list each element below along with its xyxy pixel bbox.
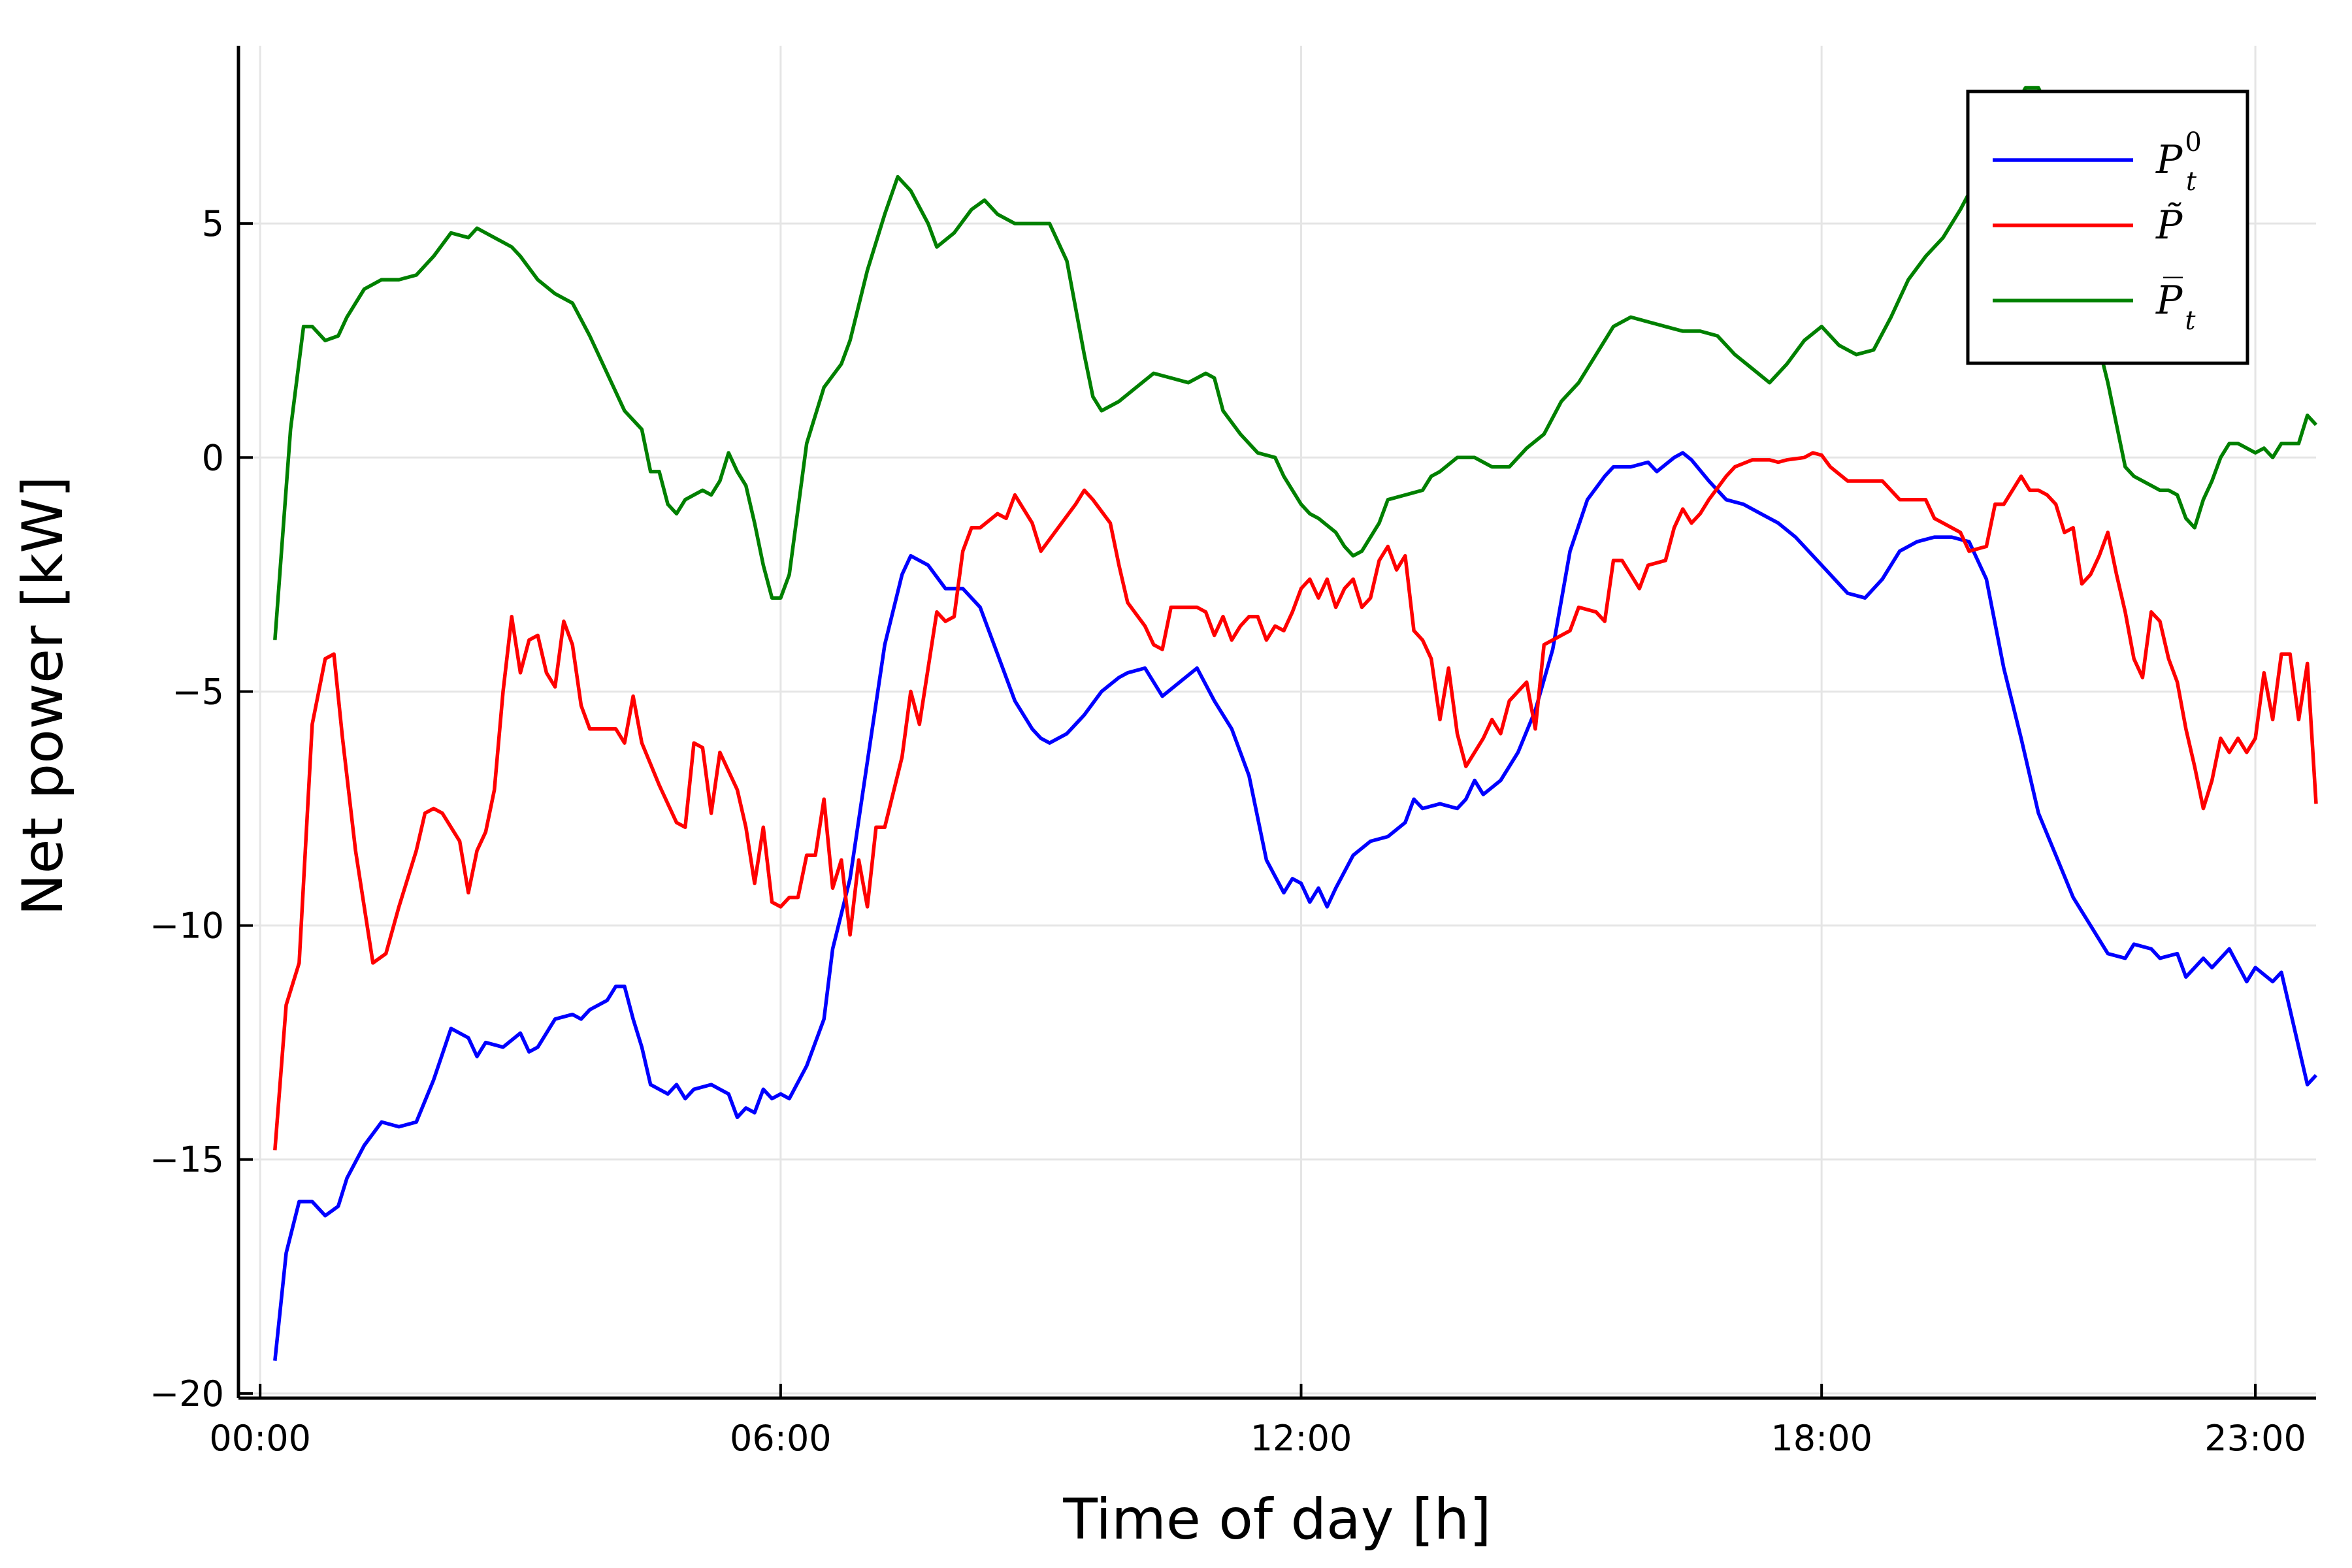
x-axis-ticks: 00:00 06:00 12:00 18:00 23:00 <box>209 1384 2306 1459</box>
series-line-0 <box>273 451 2318 1361</box>
y-axis-ticks: 5 0 −5 −10 −15 −20 <box>150 203 253 1414</box>
x-tick-label: 00:00 <box>209 1418 311 1459</box>
legend-label-base: P̃ <box>2155 202 2183 248</box>
y-axis-title: Net power [kW] <box>10 476 76 915</box>
legend: P 0 tP̃P̅ t <box>1966 90 2249 365</box>
legend-label-2: P̅ t <box>2155 276 2196 336</box>
legend-label-sub: t <box>2185 306 2196 336</box>
legend-label-sup: 0 <box>2185 127 2201 157</box>
x-axis-title: Time of day [h] <box>1062 1487 1491 1552</box>
legend-label-sub: t <box>2186 167 2197 197</box>
y-tick-label: −5 <box>172 671 224 712</box>
y-tick-label: −20 <box>150 1373 224 1414</box>
x-tick-label: 18:00 <box>1771 1418 1872 1459</box>
y-gridlines <box>238 222 2316 1395</box>
y-tick-label: −10 <box>150 906 224 947</box>
legend-label-base: P̅ <box>2155 276 2183 323</box>
x-gridlines <box>259 46 2257 1398</box>
y-tick-label: 5 <box>202 203 224 244</box>
legend-box <box>1966 90 2249 365</box>
series-line-1 <box>273 451 2318 1151</box>
y-tick-label: −15 <box>150 1139 224 1181</box>
x-tick-label: 06:00 <box>730 1418 832 1459</box>
legend-label-1: P̃ <box>2155 202 2183 248</box>
x-tick-label: 12:00 <box>1250 1418 1352 1459</box>
y-tick-label: 0 <box>202 437 224 478</box>
x-tick-label: 23:00 <box>2204 1418 2306 1459</box>
legend-label-base: P <box>2155 137 2183 183</box>
